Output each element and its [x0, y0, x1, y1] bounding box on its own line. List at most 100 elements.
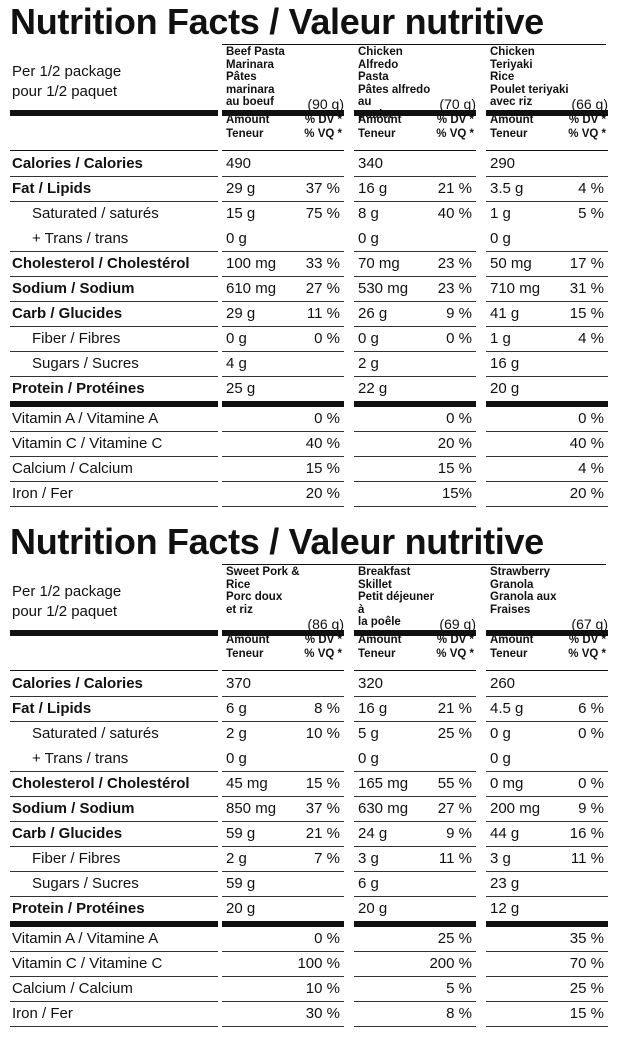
row-divider — [222, 896, 344, 897]
row-divider — [354, 251, 476, 252]
row-divider — [354, 696, 476, 697]
dv-value: 30 % — [305, 1005, 340, 1022]
row-divider — [222, 846, 344, 847]
nutrient-row: Sugars / Sucres 4 g 2 g 16 g — [0, 352, 628, 377]
amount-value: 610 mg — [226, 280, 277, 297]
serving-fr: pour 1/2 paquet — [12, 603, 118, 620]
nutrient-label: Sugars / Sucres — [32, 875, 139, 892]
dv-value: 200 % — [429, 955, 472, 972]
row-divider — [10, 896, 218, 897]
vq-label: % VQ * — [568, 128, 606, 140]
teneur-label: Teneur — [358, 648, 396, 660]
amount-value: 0 g — [226, 330, 247, 347]
row-divider — [222, 481, 344, 482]
amount-value: 6 g — [358, 875, 379, 892]
nutrient-label: Calcium / Calcium — [12, 460, 133, 477]
row-divider — [222, 1001, 344, 1002]
row-divider — [10, 721, 218, 722]
amount-value: 16 g — [358, 180, 388, 197]
row-divider — [354, 896, 476, 897]
nutrient-row: Calcium / Calcium 10 % 5 % 25 % — [0, 977, 628, 1002]
row-divider — [222, 301, 344, 302]
amount-value: 290 — [490, 155, 516, 172]
row-divider — [486, 771, 608, 772]
row-divider — [222, 431, 344, 432]
nutrient-row: Vitamin C / Vitamine C 100 % 200 % 70 % — [0, 952, 628, 977]
amount-header: Amount Teneur — [226, 113, 269, 141]
amount-label: Amount — [226, 634, 270, 646]
dv-value: 11 % — [306, 305, 340, 322]
dv-value: 7 % — [314, 850, 340, 867]
row-divider — [486, 821, 608, 822]
row-divider — [10, 326, 218, 327]
nutrient-row: Cholesterol / Cholestérol 45 mg 15 % 165 mg… — [0, 772, 628, 797]
dv-value: 15 % — [569, 305, 604, 322]
row-divider — [222, 1026, 344, 1027]
vitamin-thick-rule — [486, 921, 608, 927]
dv-value: 25 % — [569, 980, 604, 997]
serving-size: Per 1/2 package pour 1/2 paquet — [12, 62, 121, 102]
dv-value: 11 % — [438, 850, 472, 867]
header-thick-rule — [354, 630, 476, 636]
amount-value: 2 g — [226, 850, 247, 867]
subheader-rule — [10, 150, 218, 151]
row-divider — [486, 301, 608, 302]
amount-value: 3 g — [358, 850, 379, 867]
dv-header: % DV * % VQ * — [546, 113, 606, 141]
dv-value: 100 % — [297, 955, 340, 972]
nutrient-label: Saturated / saturés — [32, 205, 159, 222]
amount-value: 0 g — [490, 725, 511, 742]
nutrient-label: Vitamin C / Vitamine C — [12, 955, 163, 972]
product-header: Chicken Alfredo Pasta Pâtes alfredo au p… — [358, 46, 476, 121]
row-divider — [222, 796, 344, 797]
dv-value: 9 % — [446, 305, 472, 322]
dv-header: % DV * % VQ * — [282, 633, 342, 661]
amount-value: 4.5 g — [490, 700, 524, 717]
product-name: Beef Pasta Marinara Pâtes marinara au bo… — [226, 46, 285, 108]
amount-value: 165 mg — [358, 775, 409, 792]
dv-header: % DV * % VQ * — [414, 633, 474, 661]
teneur-label: Teneur — [490, 128, 528, 140]
nutrient-row: Calories / Calories 370 320 260 — [0, 672, 628, 697]
nutrient-label: Fiber / Fibres — [32, 330, 121, 347]
product-header: Chicken Teriyaki Rice Poulet teriyaki av… — [490, 46, 608, 110]
nutrient-label: Calories / Calories — [12, 675, 143, 692]
amount-value: 5 g — [358, 725, 379, 742]
row-divider — [354, 771, 476, 772]
serving-en: Per 1/2 package — [12, 63, 122, 80]
amount-value: 370 — [226, 675, 252, 692]
dv-value: 40 % — [305, 435, 340, 452]
dv-value: 10 % — [305, 725, 340, 742]
vitamin-thick-rule — [10, 921, 218, 927]
nutrient-row: Fat / Lipids 6 g 8 % 16 g 21 % 4.5 g 6 % — [0, 697, 628, 722]
row-divider — [354, 301, 476, 302]
amount-value: 22 g — [358, 380, 388, 397]
amount-value: 2 g — [358, 355, 379, 372]
amount-value: 0 g — [490, 750, 511, 767]
dv-label: % DV * — [568, 634, 606, 646]
amount-header: Amount Teneur — [358, 633, 401, 661]
nutrient-row: Fiber / Fibres 2 g 7 % 3 g 11 % 3 g 11 % — [0, 847, 628, 872]
row-divider — [354, 1001, 476, 1002]
row-divider — [10, 771, 218, 772]
amount-value: 16 g — [490, 355, 520, 372]
amount-value: 25 g — [226, 380, 256, 397]
row-divider — [222, 456, 344, 457]
title-rule — [222, 44, 606, 45]
amount-value: 20 g — [358, 900, 388, 917]
dv-value: 20 % — [569, 485, 604, 502]
amount-value: 3 g — [490, 850, 511, 867]
product-header: Strawberry Granola Granola aux Fraises (6… — [490, 566, 608, 630]
amount-value: 8 g — [358, 205, 379, 222]
amount-value: 29 g — [226, 180, 256, 197]
dv-value: 0 % — [578, 725, 604, 742]
amount-value: 15 g — [226, 205, 256, 222]
vitamin-thick-rule — [354, 401, 476, 407]
row-divider — [486, 796, 608, 797]
dv-value: 0 % — [314, 930, 340, 947]
amount-value: 26 g — [358, 305, 388, 322]
product-header: Breakfast Skillet Petit déjeuner à la po… — [358, 566, 476, 630]
nutrient-row: Cholesterol / Cholestérol 100 mg 33 % 70 mg… — [0, 252, 628, 277]
nutrient-row: Iron / Fer 30 % 8 % 15 % — [0, 1002, 628, 1027]
